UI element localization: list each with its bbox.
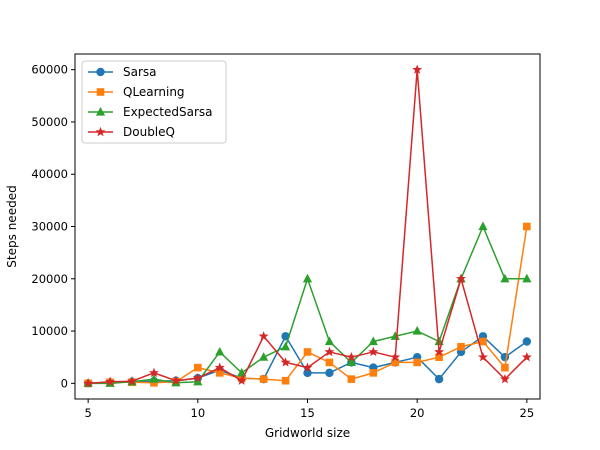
- y-tick-label: 0: [61, 376, 68, 390]
- data-point-expectedsarsa: [478, 221, 488, 231]
- data-point-doubleq: [499, 373, 510, 384]
- data-point-expectedsarsa: [280, 341, 291, 351]
- legend-label-expectedsarsa: ExpectedSarsa: [123, 105, 213, 119]
- data-point-doubleq: [149, 367, 159, 378]
- y-tick-label: 60000: [31, 63, 68, 77]
- data-point-expectedsarsa: [368, 336, 378, 346]
- data-point-qlearning: [303, 348, 312, 356]
- series-line-qlearning: [88, 226, 528, 385]
- data-point-expectedsarsa: [215, 346, 225, 356]
- data-point-qlearning: [259, 375, 268, 383]
- x-tick-label: 15: [300, 406, 315, 420]
- y-axis: 0 10000 20000 30000 40000 50000 60000: [31, 63, 75, 390]
- y-axis-label: Steps needed: [5, 185, 19, 267]
- legend-label-sarsa: Sarsa: [123, 65, 157, 79]
- data-point-qlearning: [523, 222, 531, 231]
- data-point-doubleq: [346, 351, 357, 362]
- data-point-expectedsarsa: [149, 374, 159, 383]
- data-point-doubleq: [105, 376, 116, 386]
- data-point-doubleq: [302, 362, 313, 372]
- data-point-doubleq: [412, 64, 423, 74]
- data-point-doubleq: [456, 273, 466, 283]
- data-point-doubleq: [368, 346, 379, 357]
- data-point-doubleq: [192, 372, 203, 383]
- data-point-qlearning: [391, 358, 400, 367]
- data-point-qlearning: [281, 376, 290, 385]
- y-tick-label: 30000: [31, 220, 68, 234]
- data-point-doubleq: [83, 378, 94, 388]
- x-axis-label: Gridworld size: [265, 426, 350, 440]
- data-point-qlearning: [150, 378, 158, 387]
- data-point-qlearning: [457, 342, 465, 351]
- legend-label-doubleq: DoubleQ: [123, 125, 175, 139]
- legend-marker-expectedsarsa: [95, 107, 106, 116]
- legend: Sarsa QLearning ExpectedSarsa DoubleQ: [81, 60, 227, 144]
- data-point-doubleq: [280, 357, 291, 367]
- series-doubleq: [83, 64, 532, 388]
- data-point-sarsa: [500, 352, 510, 362]
- data-point-qlearning: [435, 353, 443, 361]
- data-point-expectedsarsa: [259, 352, 269, 361]
- data-point-doubleq: [214, 362, 225, 372]
- data-point-sarsa: [303, 368, 312, 378]
- data-point-expectedsarsa: [302, 273, 313, 283]
- data-point-doubleq: [170, 375, 181, 385]
- data-point-expectedsarsa: [500, 273, 510, 283]
- data-point-qlearning: [194, 363, 202, 372]
- data-point-qlearning: [369, 369, 378, 377]
- x-tick-label: 5: [84, 406, 91, 420]
- data-point-qlearning: [215, 369, 224, 377]
- y-tick-label: 20000: [31, 272, 68, 286]
- legend-marker-qlearning: [96, 88, 105, 96]
- data-point-qlearning: [347, 375, 356, 383]
- data-point-expectedsarsa: [412, 326, 422, 335]
- data-point-expectedsarsa: [522, 273, 532, 283]
- data-point-qlearning: [413, 358, 421, 367]
- data-point-doubleq: [478, 351, 488, 362]
- data-point-sarsa: [434, 374, 444, 384]
- data-point-sarsa: [522, 337, 532, 346]
- data-point-doubleq: [236, 375, 247, 385]
- data-point-expectedsarsa: [324, 336, 335, 346]
- data-point-sarsa: [325, 368, 334, 378]
- x-tick-label: 10: [191, 406, 206, 420]
- y-tick-label: 50000: [31, 115, 68, 129]
- data-point-doubleq: [127, 376, 137, 386]
- data-point-qlearning: [479, 337, 487, 346]
- x-axis: 5 10 15 20 25: [84, 399, 534, 420]
- y-tick-label: 40000: [31, 167, 68, 181]
- legend-box: [81, 60, 227, 144]
- data-point-expectedsarsa: [346, 357, 356, 367]
- x-tick-label: 20: [410, 406, 425, 420]
- legend-marker-doubleq: [95, 126, 106, 137]
- series-line-expectedsarsa: [88, 225, 527, 385]
- legend-marker-sarsa: [96, 67, 105, 77]
- data-point-doubleq: [258, 331, 269, 341]
- data-point-expectedsarsa: [237, 367, 247, 377]
- data-point-doubleq: [390, 351, 401, 362]
- y-tick-label: 10000: [31, 324, 68, 338]
- legend-label-qlearning: QLearning: [123, 85, 185, 99]
- data-point-doubleq: [324, 346, 335, 357]
- series-expectedsarsa: [83, 221, 532, 387]
- data-point-expectedsarsa: [390, 331, 400, 340]
- data-point-qlearning: [501, 363, 509, 372]
- data-point-qlearning: [325, 358, 334, 367]
- data-point-doubleq: [434, 346, 445, 357]
- data-point-expectedsarsa: [193, 376, 203, 386]
- data-point-doubleq: [521, 351, 532, 362]
- x-tick-label: 25: [520, 406, 535, 420]
- series-layer: [83, 64, 532, 388]
